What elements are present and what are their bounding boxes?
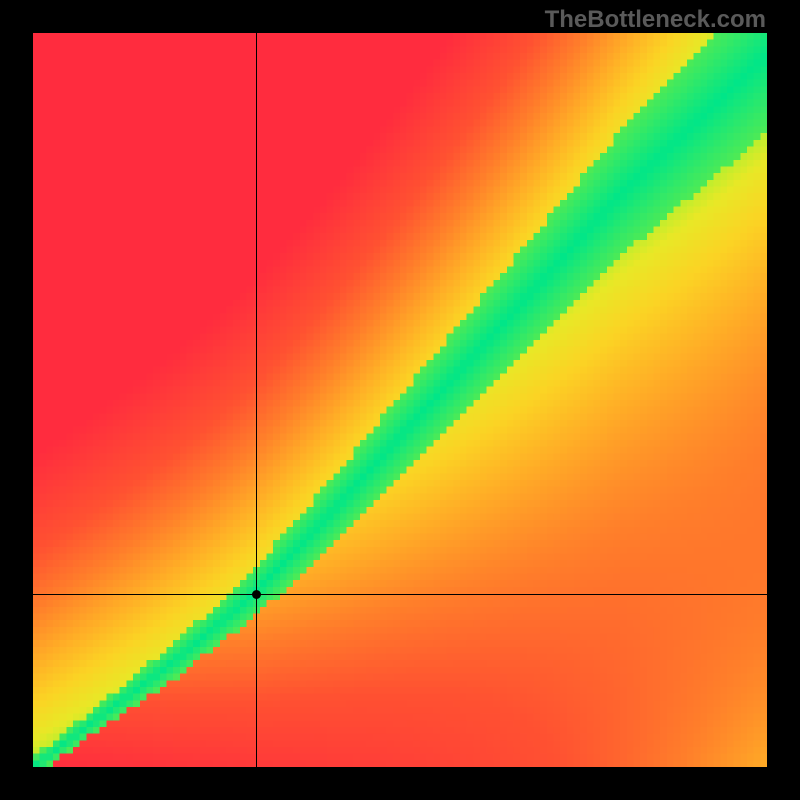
- heatmap-plot: [33, 33, 767, 767]
- crosshair-horizontal: [33, 594, 767, 595]
- watermark-text: TheBottleneck.com: [545, 6, 766, 34]
- chart-container: TheBottleneck.com: [0, 0, 800, 800]
- crosshair-vertical: [256, 33, 257, 767]
